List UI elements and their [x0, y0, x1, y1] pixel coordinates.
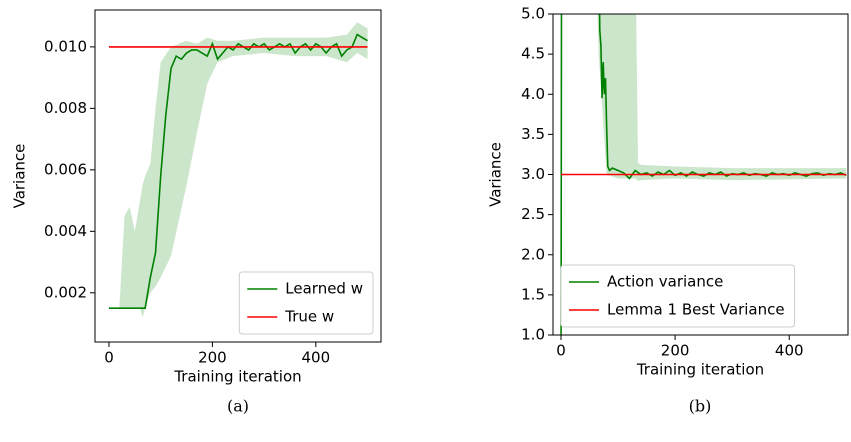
y-tick-label: 1.0 [521, 326, 545, 344]
x-tick-label: 0 [104, 349, 114, 367]
legend-box [560, 264, 796, 328]
legend: Action variance Lemma 1 Best Variance [560, 264, 796, 328]
series-line [560, 14, 847, 335]
y-tick-label: 3.5 [521, 125, 545, 143]
y-tick-label: 0.008 [44, 99, 87, 117]
legend-label: Action variance [607, 273, 723, 291]
y-tick-label: 4.5 [521, 45, 545, 63]
y-tick-label: 0.004 [44, 222, 87, 240]
caption: (a) [227, 397, 249, 416]
legend-label: True w [284, 308, 334, 326]
variance-band [108, 22, 368, 318]
legend-label: Learned w [285, 280, 363, 298]
x-tick-label: 200 [661, 342, 690, 360]
axes-frame [94, 9, 382, 343]
x-tick-label: 400 [302, 349, 331, 367]
x-axis-label: Training iteration [636, 361, 764, 379]
y-tick-label: 3.0 [521, 165, 545, 183]
legend: Learned w True w [238, 271, 374, 335]
y-axis-label: Variance [11, 144, 29, 209]
legend-label: Lemma 1 Best Variance [607, 301, 785, 319]
plot-area [108, 22, 368, 318]
variance-band [597, 14, 847, 181]
x-axis-label: Training iteration [173, 368, 301, 386]
legend-box [238, 271, 374, 335]
y-tick-label: 2.0 [521, 245, 545, 263]
y-tick-label: 0.006 [44, 160, 87, 178]
series-line [108, 33, 368, 309]
y-tick-label: 0.010 [44, 37, 87, 55]
y-axis-label: Variance [487, 142, 505, 207]
x-tick-label: 0 [556, 342, 566, 360]
x-tick-label: 200 [198, 349, 227, 367]
plot-area [560, 14, 847, 335]
y-tick-label: 2.5 [521, 205, 545, 223]
y-tick-label: 4.0 [521, 85, 545, 103]
caption: (b) [689, 397, 712, 416]
x-tick-label: 400 [775, 342, 804, 360]
y-tick-label: 1.5 [521, 285, 545, 303]
y-tick-label: 5.0 [521, 5, 545, 23]
y-tick-label: 0.002 [44, 283, 87, 301]
